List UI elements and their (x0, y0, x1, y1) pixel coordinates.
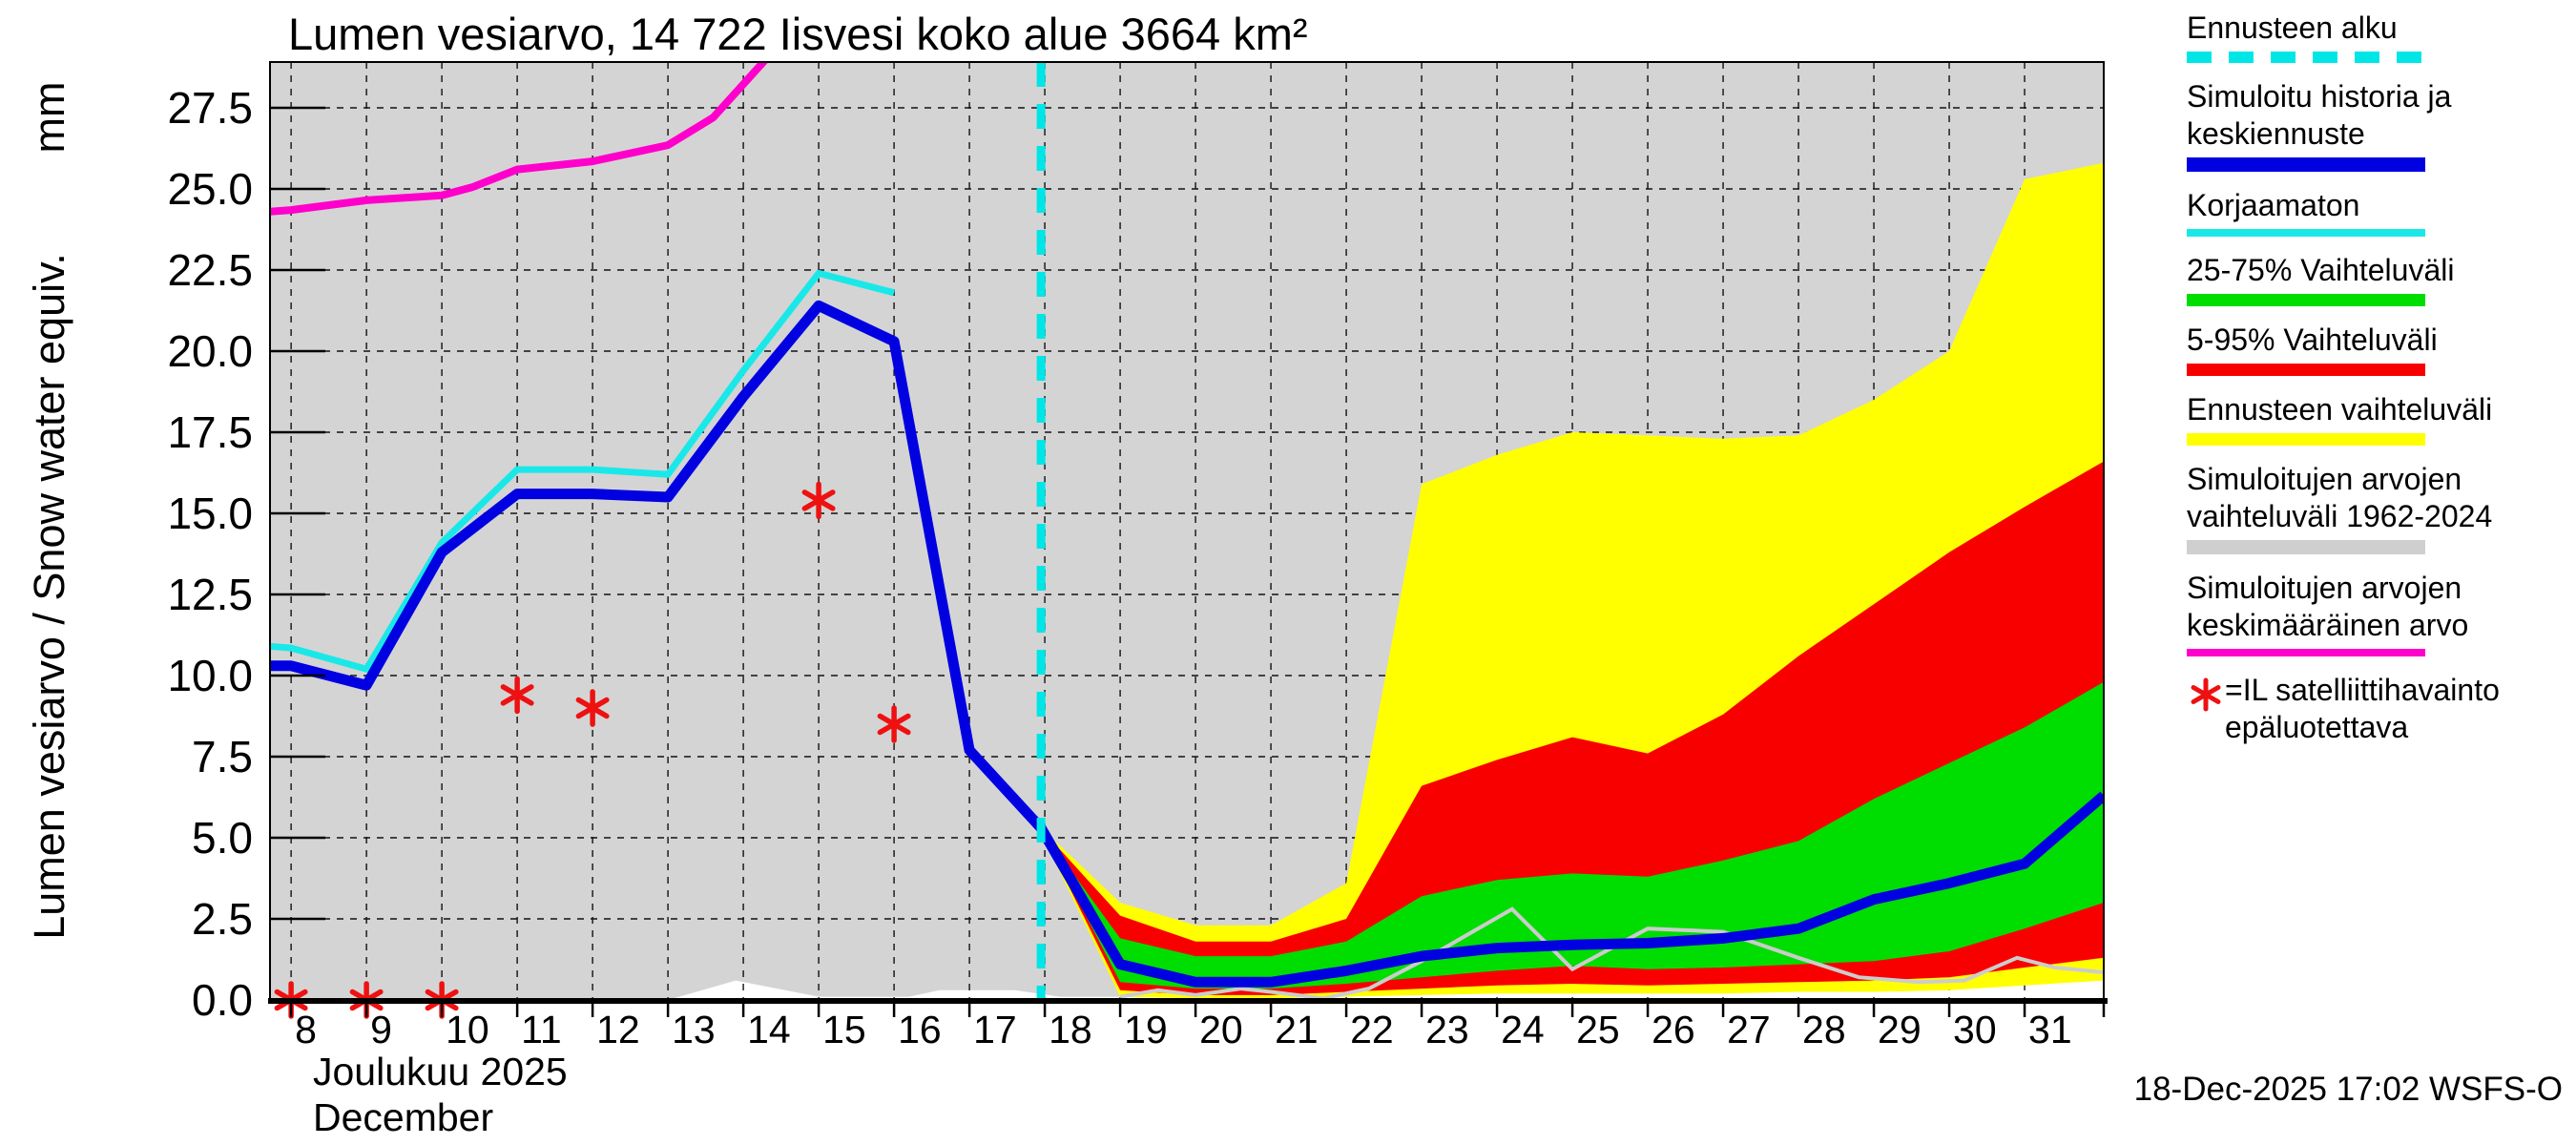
legend-label: 25-75% Vaihteluväli (2187, 253, 2455, 287)
x-tick-label: 30 (1953, 1008, 1997, 1051)
y-tick-label: 12.5 (167, 570, 253, 619)
plot-area (270, 62, 2104, 1000)
legend-item-range-5-95: 5-95% Vaihteluväli (2187, 322, 2568, 376)
y-tick-label: 15.0 (167, 489, 253, 538)
x-tick-label: 22 (1350, 1008, 1394, 1051)
chart-title: Lumen vesiarvo, 14 722 Iisvesi koko alue… (288, 9, 1308, 59)
legend-label: Simuloitu historia ja keskiennuste (2187, 79, 2452, 151)
x-tick-label: 28 (1802, 1008, 1846, 1051)
x-tick-label: 11 (521, 1008, 562, 1051)
legend-item-simulated-mean: Simuloitujen arvojen keskimääräinen arvo (2187, 570, 2568, 656)
x-tick-label: 12 (596, 1008, 640, 1051)
timestamp: 18-Dec-2025 17:02 WSFS-O (2133, 1071, 2563, 1108)
y-tick-label: 22.5 (167, 245, 253, 295)
satellite-asterisk (575, 697, 610, 719)
legend-label: Simuloitujen arvojen vaihteluväli 1962-20… (2187, 462, 2493, 533)
y-tick-label: 25.0 (167, 164, 253, 214)
x-tick-label: 9 (370, 1008, 392, 1051)
legend-label: 5-95% Vaihteluväli (2187, 323, 2438, 357)
mean-forecast-line (270, 300, 2104, 988)
x-tick-label: 10 (446, 1008, 489, 1051)
x-tick-label: 24 (1501, 1008, 1545, 1051)
x-tick-label: 23 (1425, 1008, 1469, 1051)
y-tick-label: 17.5 (167, 407, 253, 457)
legend-swatch-uncorrected (2187, 229, 2425, 237)
legend-swatch-simulated-mean (2187, 649, 2425, 656)
x-tick-label: 25 (1576, 1008, 1620, 1051)
legend-label: =IL satelliittihavainto epäluotettava (2225, 673, 2500, 744)
legend-item-forecast-range: Ennusteen vaihteluväli (2187, 391, 2568, 446)
x-tick-label: 8 (295, 1008, 317, 1051)
legend-swatch-forecast-start (2187, 52, 2425, 63)
y-tick-label: 10.0 (167, 651, 253, 700)
satellite-asterisk (877, 713, 911, 736)
x-axis-month-english: December (313, 1095, 494, 1139)
legend: Ennusteen alku Simuloitu historia ja keski… (2187, 10, 2568, 761)
y-tick-label: 0.0 (192, 975, 253, 1025)
legend-label: Ennusteen alku (2187, 10, 2398, 45)
axis-ticks (270, 106, 2026, 1017)
history-mean-line (270, 62, 769, 216)
legend-label: Korjaamaton (2187, 188, 2360, 222)
legend-swatch-range-25-75 (2187, 294, 2425, 306)
x-tick-label: 18 (1049, 1008, 1092, 1051)
x-tick-label: 15 (822, 1008, 866, 1051)
legend-swatch-simulated-range (2187, 540, 2425, 554)
x-tick-label: 21 (1275, 1008, 1319, 1051)
legend-item-range-25-75: 25-75% Vaihteluväli (2187, 252, 2568, 306)
x-tick-label: 14 (747, 1008, 791, 1051)
legend-swatch-forecast-range (2187, 433, 2425, 446)
legend-item-forecast-start: Ennusteen alku (2187, 10, 2568, 63)
satellite-asterisk (801, 489, 836, 511)
x-axis-month-finnish: Joulukuu 2025 (313, 1050, 568, 1093)
y-tick-label: 27.5 (167, 83, 253, 133)
x-tick-label: 26 (1652, 1008, 1695, 1051)
history-min-line (1119, 906, 2104, 1000)
satellite-asterisk-icon (2191, 677, 2221, 712)
y-tick-label: 5.0 (192, 813, 253, 863)
x-tick-label: 17 (973, 1008, 1017, 1051)
y-tick-label: 20.0 (167, 326, 253, 376)
legend-swatch-simulated-history (2187, 157, 2425, 172)
legend-item-simulated-range: Simuloitujen arvojen vaihteluväli 1962-20… (2187, 461, 2568, 554)
x-tick-label: 20 (1199, 1008, 1243, 1051)
legend-label: Ennusteen vaihteluväli (2187, 392, 2493, 427)
x-tick-label: 29 (1878, 1008, 1922, 1051)
x-tick-label: 31 (2028, 1008, 2072, 1051)
x-tick-label: 13 (672, 1008, 716, 1051)
x-tick-label: 19 (1124, 1008, 1168, 1051)
uncorrected-line (270, 269, 895, 673)
legend-swatch-range-5-95 (2187, 364, 2425, 376)
legend-label: Simuloitujen arvojen keskimääräinen arvo (2187, 571, 2469, 642)
satellite-asterisk (500, 684, 534, 706)
x-tick-label: 16 (898, 1008, 942, 1051)
y-tick-label: 2.5 (192, 894, 253, 944)
legend-item-uncorrected: Korjaamaton (2187, 187, 2568, 237)
y-tick-label: 7.5 (192, 732, 253, 781)
legend-item-simulated-history: Simuloitu historia ja keskiennuste (2187, 78, 2568, 172)
x-tick-label: 27 (1727, 1008, 1771, 1051)
legend-item-satellite-note: =IL satelliittihavainto epäluotettava (2187, 672, 2568, 746)
